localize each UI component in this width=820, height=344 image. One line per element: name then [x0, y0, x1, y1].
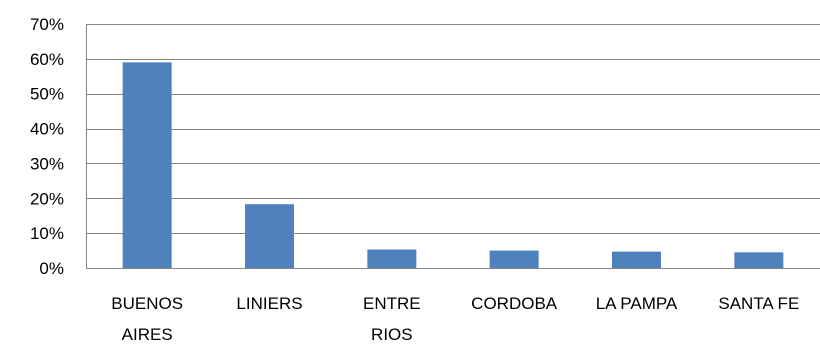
x-tick-label: LA PAMPA [596, 294, 678, 313]
x-tick-label: CORDOBA [471, 294, 558, 313]
x-tick-label: BUENOS [111, 294, 183, 313]
y-tick-label: 40% [30, 120, 64, 139]
y-tick-label: 30% [30, 154, 64, 173]
y-tick-label: 20% [30, 189, 64, 208]
x-tick-label: LINIERS [236, 294, 302, 313]
y-tick-label: 70% [30, 15, 64, 34]
x-tick-label: RIOS [371, 325, 413, 344]
bar [734, 252, 784, 268]
bar [245, 204, 294, 268]
x-tick-label: SANTA FE [718, 294, 799, 313]
x-tick-label: AIRES [122, 325, 173, 344]
y-tick-label: 0% [39, 259, 64, 278]
bar [489, 250, 539, 268]
bar [612, 251, 661, 268]
x-tick-label: ENTRE [363, 294, 421, 313]
bar [367, 249, 417, 268]
y-tick-label: 10% [30, 224, 64, 243]
bar [122, 62, 172, 268]
y-tick-label: 50% [30, 85, 64, 104]
y-tick-label: 60% [30, 50, 64, 69]
